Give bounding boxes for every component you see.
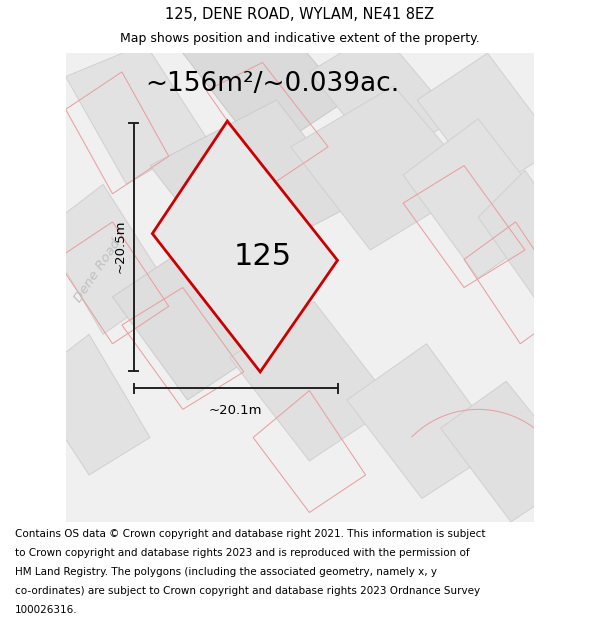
Text: ~20.5m: ~20.5m [114, 220, 127, 274]
Polygon shape [183, 6, 347, 156]
Polygon shape [403, 119, 558, 278]
Text: Map shows position and indicative extent of the property.: Map shows position and indicative extent… [120, 32, 480, 45]
Text: 125: 125 [234, 242, 292, 271]
Text: HM Land Registry. The polygons (including the associated geometry, namely x, y: HM Land Registry. The polygons (includin… [15, 568, 437, 578]
Text: 125, DENE ROAD, WYLAM, NE41 8EZ: 125, DENE ROAD, WYLAM, NE41 8EZ [166, 8, 434, 22]
Text: to Crown copyright and database rights 2023 and is reproduced with the permissio: to Crown copyright and database rights 2… [15, 548, 470, 558]
Polygon shape [113, 241, 272, 400]
Polygon shape [230, 301, 394, 461]
Polygon shape [65, 44, 206, 184]
Polygon shape [440, 381, 581, 522]
Polygon shape [42, 184, 169, 334]
Polygon shape [150, 100, 356, 269]
Polygon shape [28, 334, 150, 475]
Text: ~20.1m: ~20.1m [209, 404, 262, 418]
Text: 100026316.: 100026316. [15, 606, 77, 616]
Polygon shape [152, 121, 337, 372]
Text: ~156m²/~0.039ac.: ~156m²/~0.039ac. [145, 71, 399, 97]
Text: Contains OS data © Crown copyright and database right 2021. This information is : Contains OS data © Crown copyright and d… [15, 529, 485, 539]
Polygon shape [290, 86, 478, 250]
Text: Dene Road: Dene Road [72, 238, 123, 305]
Text: co-ordinates) are subject to Crown copyright and database rights 2023 Ordnance S: co-ordinates) are subject to Crown copyr… [15, 586, 480, 596]
Polygon shape [347, 344, 502, 499]
Polygon shape [417, 53, 558, 194]
Polygon shape [478, 170, 590, 311]
Polygon shape [310, 29, 455, 166]
